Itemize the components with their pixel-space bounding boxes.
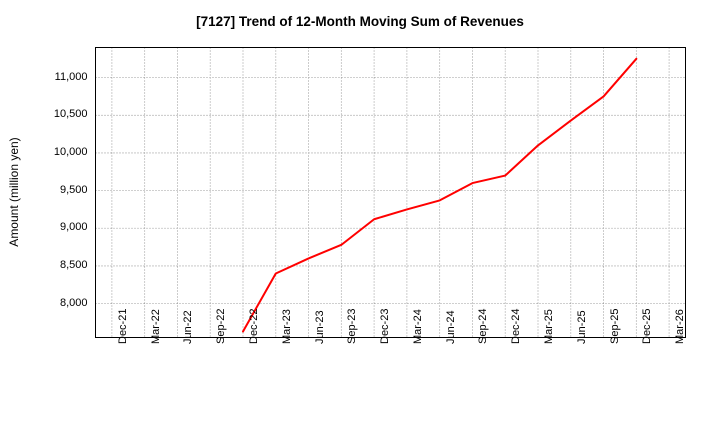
x-tick-label: Mar-25	[543, 308, 555, 344]
series-lines	[242, 57, 638, 333]
y-tick-label: 8,500	[59, 258, 88, 271]
x-tick-label: Mar-26	[674, 308, 687, 344]
y-tick-label: 8,000	[59, 296, 88, 309]
y-tick-label: 9,000	[59, 221, 88, 234]
x-tick-label: Mar-22	[149, 308, 162, 344]
x-tick-label: Sep-22	[215, 308, 228, 344]
x-tick-label: Dec-23	[379, 308, 392, 344]
x-tick-label: Dec-25	[641, 308, 654, 344]
x-tick-label: Sep-24	[477, 308, 490, 344]
x-tick-label: Mar-24	[411, 308, 424, 344]
y-tick-label: 10,500	[53, 108, 88, 121]
x-tick-label: Dec-21	[116, 308, 129, 344]
series-line	[242, 57, 638, 333]
y-tick-label: 9,500	[59, 183, 88, 196]
grid-lines	[95, 47, 686, 338]
x-tick-label: Sep-25	[608, 308, 621, 344]
x-tick-label: Jun-22	[182, 309, 195, 344]
plot-frame	[95, 47, 686, 338]
x-tick-label: Dec-22	[248, 308, 260, 344]
y-tick-label: 10,000	[53, 145, 88, 158]
x-tick-label: Dec-24	[510, 308, 523, 344]
chart-title: [7127] Trend of 12-Month Moving Sum of R…	[196, 14, 524, 29]
x-tick-label: Jun-25	[575, 309, 588, 344]
y-tick-label: 11,000	[54, 70, 88, 83]
x-tick-label: Jun-24	[444, 309, 457, 344]
x-tick-label: Mar-23	[280, 308, 293, 344]
x-tick-label: Sep-23	[346, 308, 359, 344]
x-tick-label: Jun-23	[313, 309, 326, 344]
